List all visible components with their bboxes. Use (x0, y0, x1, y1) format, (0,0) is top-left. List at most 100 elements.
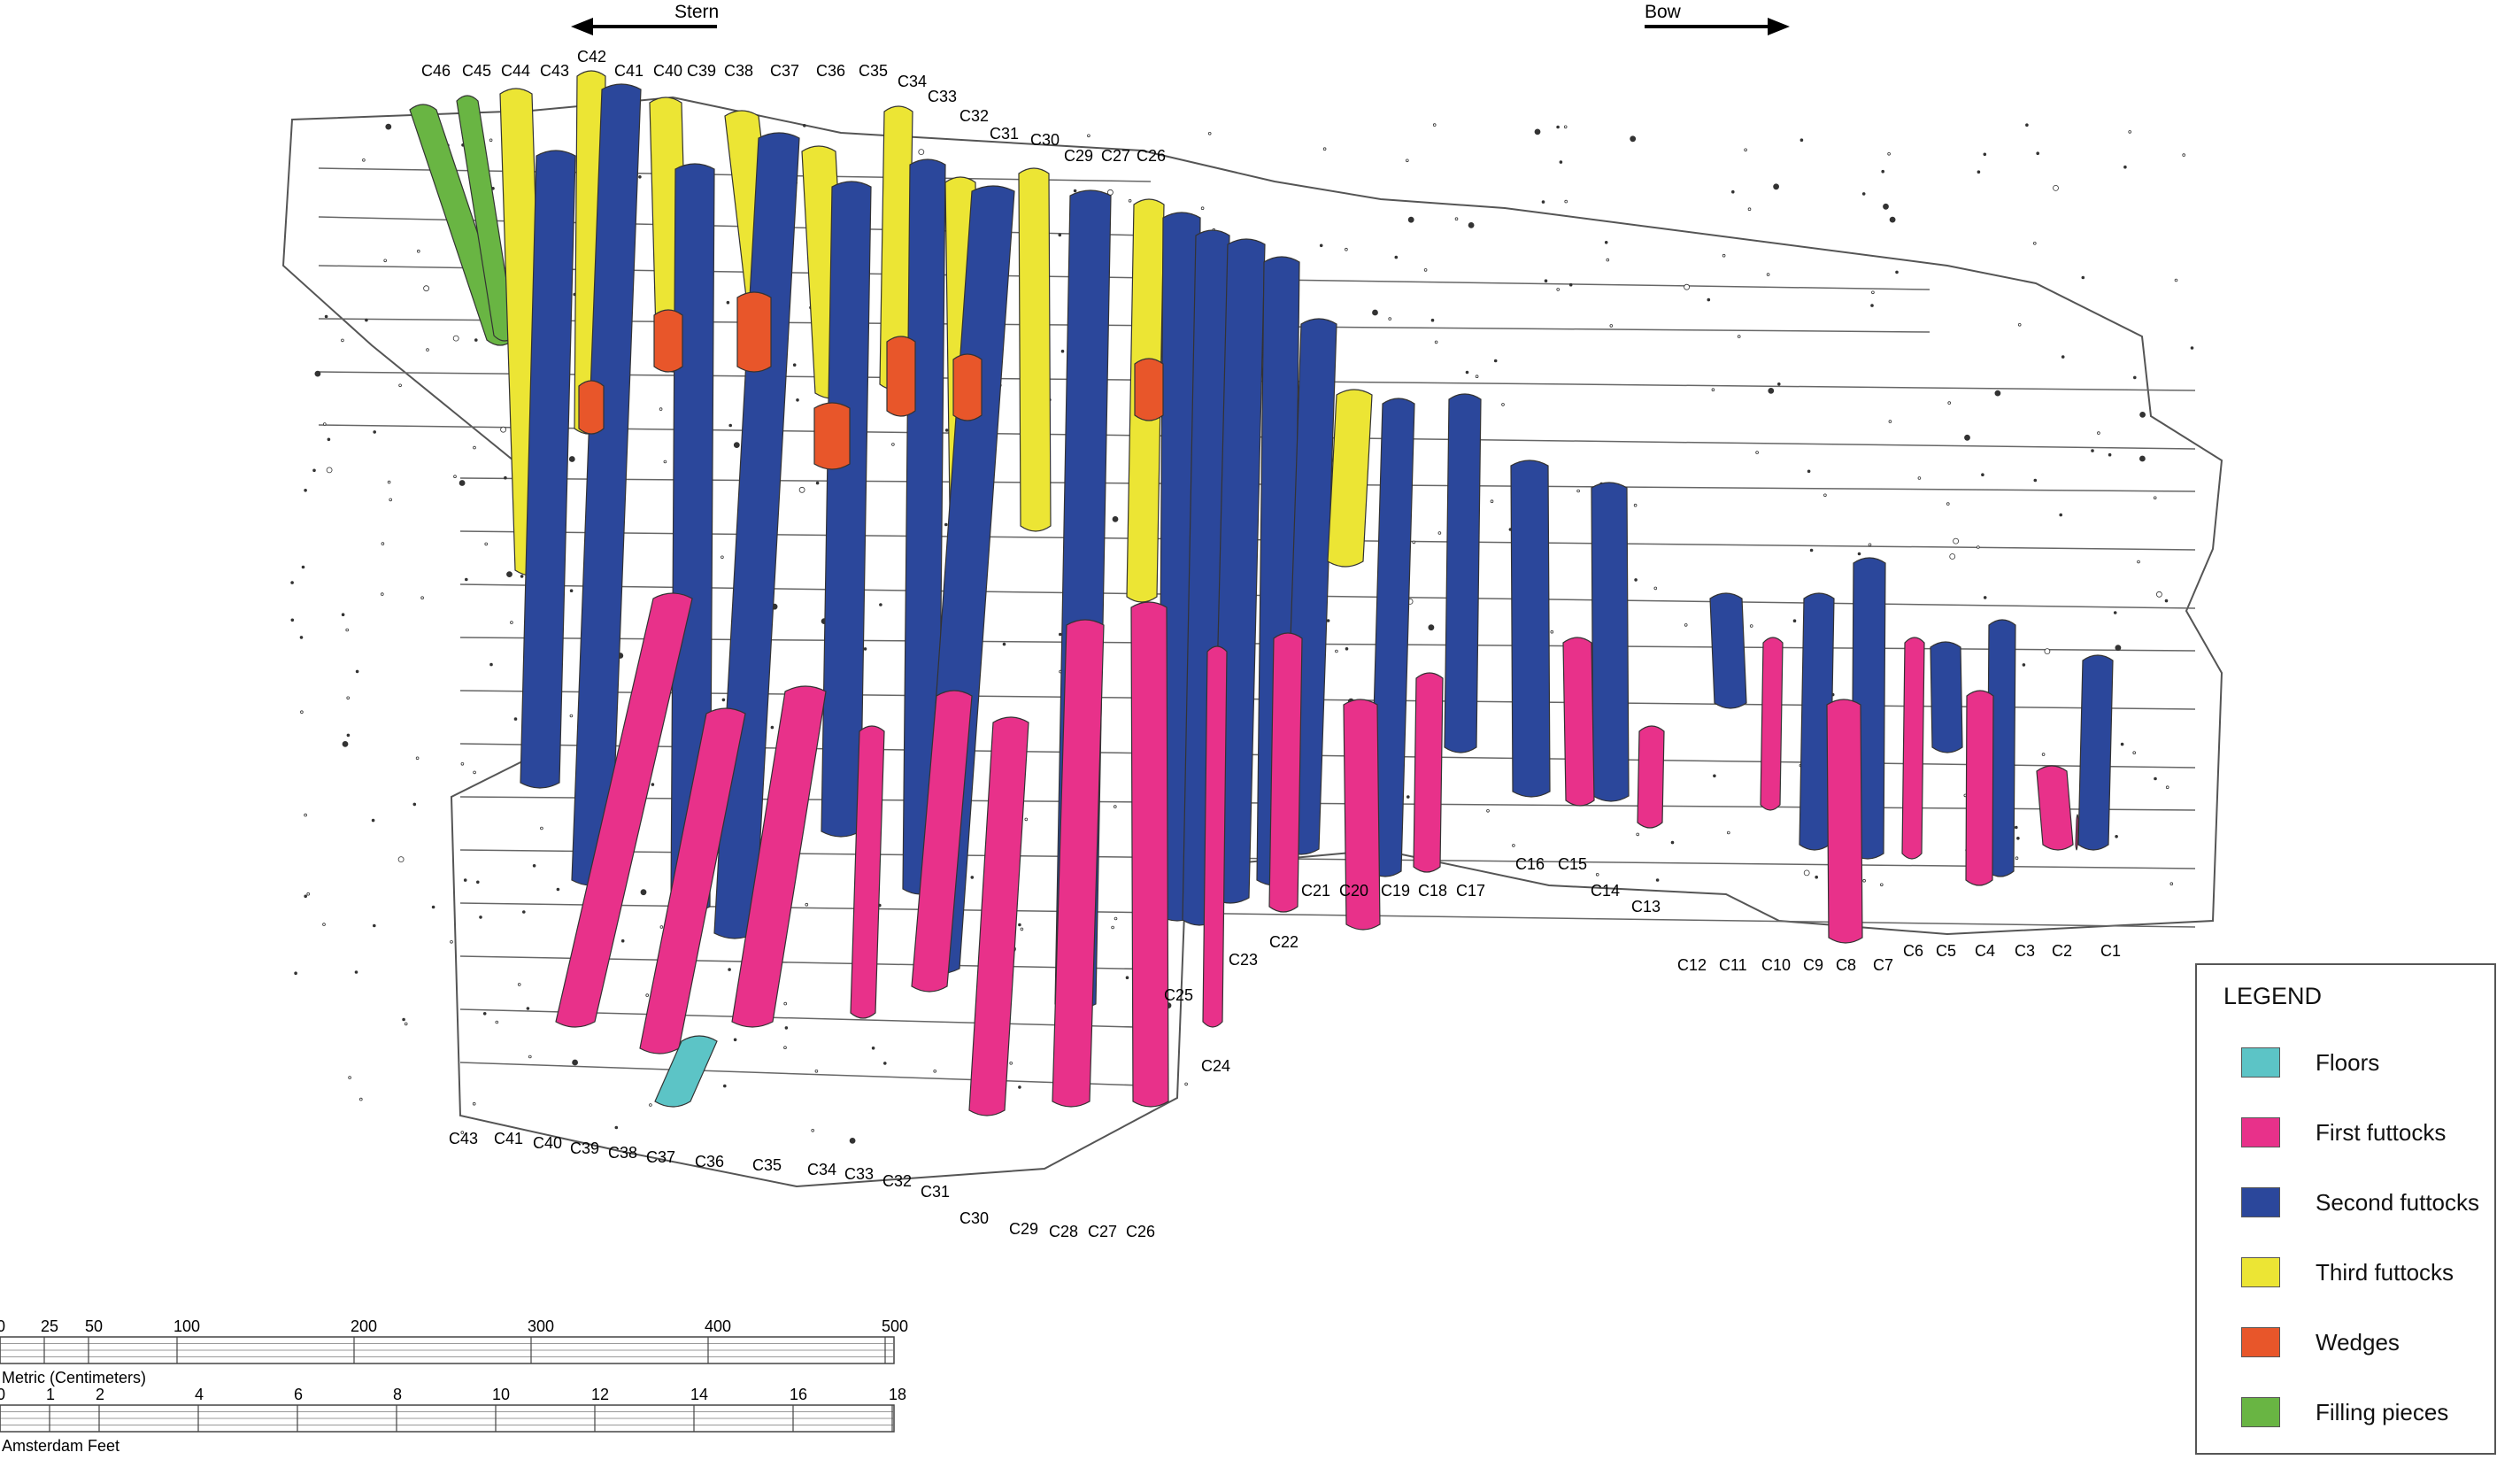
fastener-hole (1747, 207, 1752, 212)
fastener-hole (1655, 878, 1660, 882)
fastener-hole (2025, 123, 2029, 127)
timber-first (968, 716, 1029, 1116)
frame-label-bottom: C39 (570, 1139, 599, 1157)
fastener-hole (1636, 832, 1639, 837)
timber-third (1327, 389, 1373, 568)
frame-label-mid: C19 (1381, 882, 1410, 900)
fastener-hole (358, 1097, 363, 1101)
fastener-hole (294, 971, 297, 975)
fastener-hole (415, 756, 420, 761)
fastener-hole (1799, 138, 1804, 143)
frame-label-bottom-right: C2 (2052, 942, 2072, 960)
fastener-hole (290, 581, 294, 584)
fastener-hole (1207, 132, 1212, 135)
fastener-hole (1606, 258, 1610, 262)
fastener-hole (2033, 478, 2038, 483)
arrow-left-icon (571, 18, 593, 35)
fastener-hole (1475, 375, 1479, 379)
fastener-hole (299, 636, 304, 639)
fastener-hole (1983, 152, 1987, 157)
frame-label-bottom-right: C8 (1836, 956, 1856, 974)
fastener-hole (290, 618, 295, 622)
fastener-hole (1744, 148, 1747, 152)
fastener-hole (2022, 663, 2026, 667)
frame-label-bottom-right: C11 (1719, 956, 1747, 974)
fastener-hole (1977, 170, 1981, 174)
frame-label-bottom-right: C10 (1761, 956, 1791, 974)
fastener-hole (2169, 882, 2174, 885)
fastener-hole (412, 802, 417, 807)
scale-tick-label: 400 (705, 1317, 731, 1335)
fastener-hole (2153, 496, 2157, 500)
timber-first (1202, 645, 1228, 1028)
legend-box: LEGEND Floors First futtocks Second futt… (2195, 963, 2496, 1455)
legend-label: Floors (2316, 1048, 2380, 1076)
fastener-hole (513, 717, 518, 721)
fastener-hole (385, 123, 392, 130)
frame-label-bottom: C38 (608, 1144, 637, 1162)
fastener-hole (1437, 531, 1442, 535)
fastener-hole (721, 555, 724, 560)
fastener-hole (2041, 753, 2046, 756)
fastener-hole (569, 589, 574, 592)
fastener-hole (2115, 834, 2118, 838)
fastener-hole (1018, 1085, 1021, 1089)
frame-label-bottom: C29 (1009, 1220, 1038, 1238)
frame-label-top: C40 (653, 62, 682, 80)
fastener-hole (805, 902, 809, 907)
frame-label-top: C29 (1064, 147, 1093, 165)
fastener-hole (1322, 147, 1327, 151)
timber-wedges (886, 336, 916, 417)
fastener-hole (1465, 370, 1469, 375)
fastener-hole (1406, 158, 1409, 163)
fastener-hole (2036, 151, 2040, 156)
timber-second (1591, 482, 1630, 802)
timber-wedges (952, 353, 983, 421)
scale-tick-label: 2 (96, 1386, 104, 1403)
fastener-hole (2137, 560, 2140, 564)
timber-wedges (578, 380, 605, 435)
fastener-hole (1888, 420, 1892, 423)
fastener-hole (2154, 776, 2157, 781)
fastener-hole (341, 613, 345, 616)
fastener-hole (1792, 619, 1797, 622)
scale-tick-label: 500 (882, 1317, 908, 1335)
fastener-hole (1722, 253, 1726, 258)
fastener-hole (300, 710, 304, 714)
fastener-hole (398, 383, 402, 388)
fastener-hole (1609, 324, 1614, 328)
scale-tick-label: 14 (690, 1386, 708, 1403)
fastener-hole (1823, 493, 1827, 498)
fastener-hole (1428, 624, 1435, 631)
fastener-hole (1773, 183, 1779, 190)
fastener-hole (814, 1070, 819, 1073)
fastener-hole (1564, 199, 1568, 204)
timber-second (1930, 641, 1963, 753)
legend-title: LEGEND (2223, 983, 2323, 1009)
fastener-hole (380, 592, 384, 596)
frame-label-bottom-right: C3 (2015, 942, 2035, 960)
fastener-hole (312, 468, 316, 473)
timber-first (1760, 637, 1784, 811)
fastener-hole (1114, 805, 1117, 808)
frame-label-top: C26 (1137, 147, 1166, 165)
fastener-hole (460, 1131, 465, 1134)
fastener-hole (556, 887, 560, 892)
fastener-hole (473, 770, 476, 775)
scale-tick-label: 0 (0, 1317, 5, 1335)
fastener-hole (532, 863, 536, 868)
metric-scale-bar: 0 25 50 100 200 300 400 500 Metric (Centimeters) (0, 1317, 908, 1387)
fastener-hole (479, 915, 482, 919)
fastener-hole (416, 249, 420, 253)
frame-label-top: C27 (1101, 147, 1130, 165)
fastener-hole (372, 923, 376, 928)
fastener-hole (355, 669, 359, 674)
fastener-hole (473, 445, 476, 450)
fastener-hole (733, 442, 740, 449)
frame-label-bottom: C26 (1126, 1223, 1155, 1240)
fastener-hole (472, 1101, 476, 1106)
frame-label-top: C45 (462, 62, 491, 80)
frame-label-top: C42 (577, 48, 606, 66)
